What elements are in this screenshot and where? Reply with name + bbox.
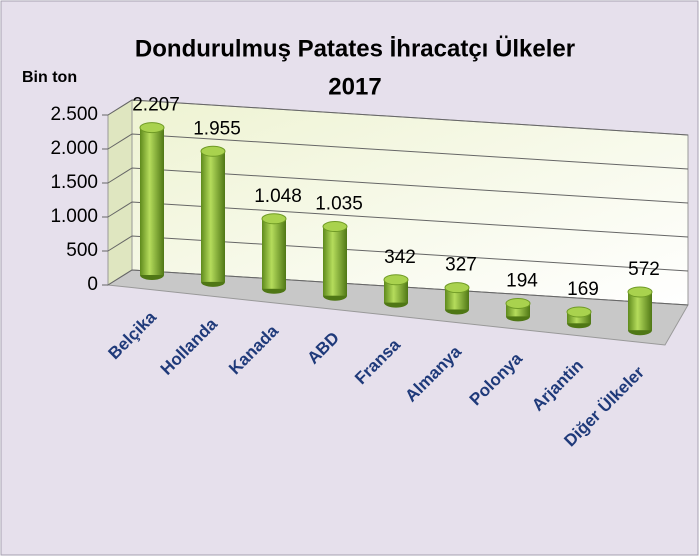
- value-label: 327: [445, 255, 477, 276]
- bar: [505, 297, 531, 322]
- bar: [566, 306, 592, 329]
- grid-line: [107, 201, 689, 238]
- y-tick-label: 2.000: [50, 138, 98, 159]
- value-label: 194: [506, 270, 538, 291]
- bar-top: [200, 145, 226, 157]
- chart-subtitle: 2017: [328, 73, 381, 100]
- bar-top: [505, 297, 531, 309]
- grid-line: [107, 167, 689, 204]
- y-tick-label: 1.500: [50, 172, 98, 193]
- grid-line: [107, 133, 689, 170]
- y-tick-label: 0: [87, 274, 98, 295]
- grid-line: [107, 269, 689, 306]
- bar-top: [566, 306, 592, 318]
- bar-top: [322, 221, 348, 233]
- bar-body: [140, 127, 164, 275]
- left-wall: [107, 99, 133, 286]
- bar-body: [445, 287, 469, 310]
- bar: [383, 274, 409, 308]
- bar-top: [139, 122, 165, 134]
- value-label: 2.207: [132, 95, 180, 116]
- bar-top: [383, 274, 409, 286]
- bar: [322, 221, 348, 301]
- value-label: 572: [628, 259, 660, 280]
- bar-body: [628, 291, 652, 331]
- y-axis-label: Bin ton: [22, 69, 77, 86]
- value-label: 1.035: [315, 194, 363, 215]
- bar-top: [444, 282, 470, 294]
- bar: [627, 286, 653, 336]
- bar-body: [262, 218, 286, 289]
- bar: [444, 282, 470, 315]
- y-tick-label: 2.500: [50, 104, 98, 125]
- chart-title: Dondurulmuş Patates İhracatçı Ülkeler: [135, 35, 575, 62]
- bar-body: [201, 151, 225, 282]
- y-tick-label: 1.000: [50, 206, 98, 227]
- value-label: 342: [384, 247, 416, 268]
- bar-body: [567, 312, 591, 324]
- grid-line: [107, 235, 689, 272]
- bar-top: [627, 286, 653, 298]
- bar: [200, 145, 226, 287]
- grid-line: [107, 99, 689, 136]
- y-tick-label: 500: [66, 240, 98, 261]
- bar-top: [261, 213, 287, 225]
- value-label: 169: [567, 279, 599, 300]
- bar-body: [323, 226, 347, 296]
- bar: [139, 122, 165, 280]
- bar-body: [384, 279, 408, 303]
- bar: [261, 213, 287, 294]
- value-label: 1.048: [254, 186, 302, 207]
- value-label: 1.955: [193, 118, 241, 139]
